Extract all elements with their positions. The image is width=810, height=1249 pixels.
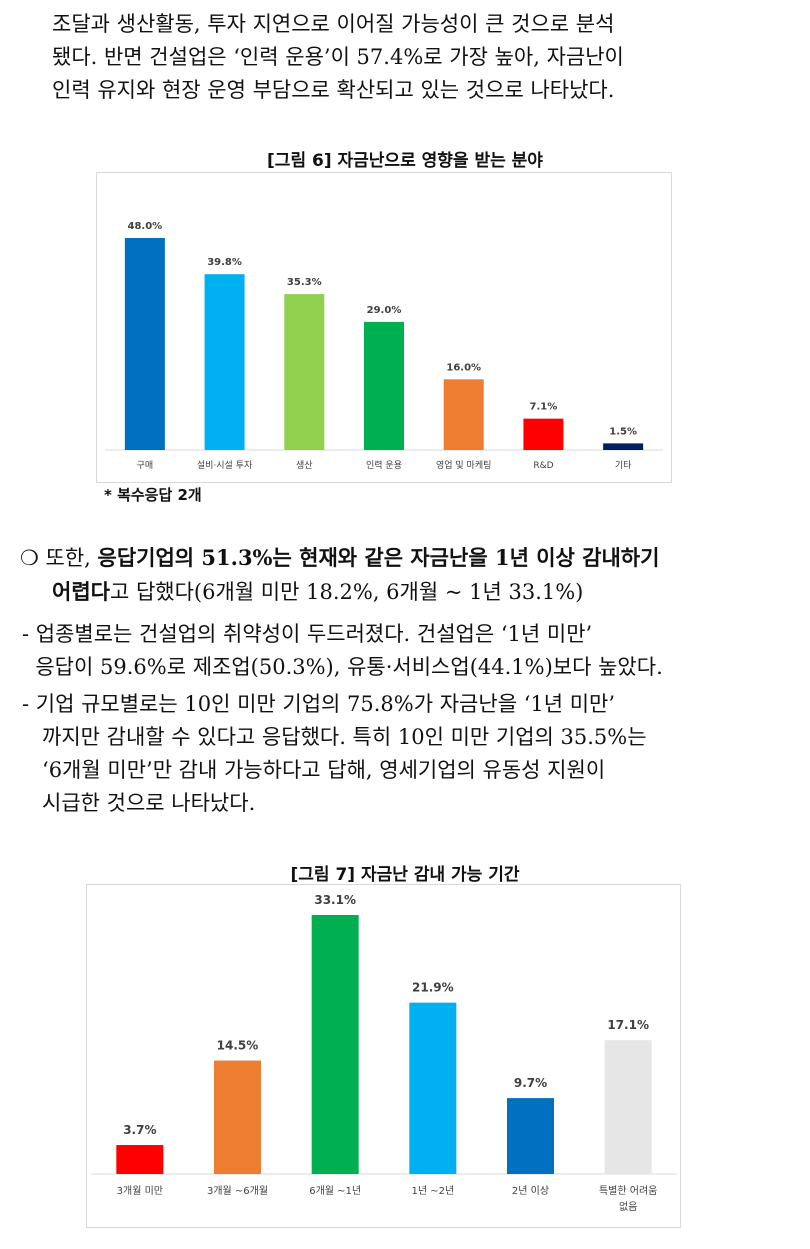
sub-line: 시급한 것으로 나타났다. — [22, 791, 256, 815]
data-label: 7.1% — [530, 402, 558, 413]
sub-line: - 업종별로는 건설업의 취약성이 두드러졌다. 건설업은 ‘1년 미만’ — [22, 622, 593, 646]
bar — [311, 915, 359, 1174]
figure6-svg: 48.0% 구매 39.8% 설비·시설 투자 35.3% 생산 29.0% 인력 운용 16.… — [105, 221, 663, 471]
bullet-line-1: ❍ 또한, 응답기업의 51.3%는 현재와 같은 자금난을 1년 이상 감내하… — [20, 541, 805, 575]
category-label: 3개월 미만 — [117, 1185, 163, 1197]
intro-line: 인력 유지와 현장 운영 부담으로 확산되고 있는 것으로 나타났다. — [52, 78, 615, 102]
intro-line: 됐다. 반면 건설업은 ‘인력 운용’이 57.4%로 가장 높아, 자금난이 — [52, 45, 624, 69]
data-label: 39.8% — [207, 257, 242, 268]
category-label: 특별한 어려움 — [599, 1185, 657, 1197]
figure7-caption: [그림 7] 자금난 감내 가능 기간 — [290, 865, 520, 885]
bullet-line2-rest: 고 답했다(6개월 미만 18.2%, 6개월 ~ 1년 33.1%) — [109, 580, 584, 604]
bullet-line2-bold: 어렵다 — [52, 579, 110, 604]
sub-paragraph-1: - 업종별로는 건설업의 취약성이 두드러졌다. 건설업은 ‘1년 미만’ 응답… — [22, 618, 807, 684]
category-label: 인력 운용 — [366, 459, 402, 471]
bar — [603, 443, 644, 450]
bar — [604, 1040, 652, 1174]
category-label: 없음 — [619, 1200, 637, 1213]
data-label: 17.1% — [607, 1018, 649, 1032]
data-label: 14.5% — [217, 1039, 259, 1053]
category-label: 생산 — [296, 460, 313, 471]
intro-line: 조달과 생산활동, 투자 지연으로 이어질 가능성이 큰 것으로 분석 — [52, 12, 615, 36]
category-label: 영업 및 마케팅 — [436, 459, 491, 471]
figure7-chart: 3.7% 3개월 미만 14.5% 3개월 ~6개월 33.1% 6개월 ~1년 21.9%… — [86, 884, 681, 1228]
data-label: 48.0% — [128, 221, 163, 232]
bullet-marker: ❍ — [20, 546, 39, 570]
figure6-chart: 48.0% 구매 39.8% 설비·시설 투자 35.3% 생산 29.0% 인력 운용 16.… — [96, 172, 672, 483]
category-label: 기타 — [615, 460, 632, 471]
category-label: 6개월 ~1년 — [309, 1185, 361, 1197]
category-label: R&D — [533, 461, 553, 471]
sub-line: ‘6개월 미만’만 감내 가능하다고 답해, 영세기업의 유동성 지원이 — [22, 758, 606, 782]
figure7-svg: 3.7% 3개월 미만 14.5% 3개월 ~6개월 33.1% 6개월 ~1년 21.9%… — [91, 893, 677, 1213]
bar — [523, 418, 564, 450]
data-label: 33.1% — [314, 893, 356, 907]
bar — [124, 238, 165, 450]
bar — [409, 1002, 457, 1174]
category-label: 3개월 ~6개월 — [207, 1185, 268, 1197]
bullet-paragraph: ❍ 또한, 응답기업의 51.3%는 현재와 같은 자금난을 1년 이상 감내하… — [20, 541, 805, 609]
bar — [116, 1145, 164, 1174]
data-label: 3.7% — [123, 1123, 156, 1137]
data-label: 29.0% — [367, 305, 402, 316]
sub-line: 응답이 59.6%로 제조업(50.3%), 유통·서비스업(44.1%)보다 … — [22, 655, 663, 679]
bar — [204, 274, 245, 450]
bar — [284, 294, 325, 450]
bar — [214, 1060, 261, 1174]
data-label: 21.9% — [412, 981, 454, 995]
sub-line: - 기업 규모별로는 10인 미만 기업의 75.8%가 자금난을 ‘1년 미만… — [22, 692, 616, 716]
bar — [507, 1098, 554, 1174]
category-label: 2년 이상 — [512, 1185, 549, 1197]
bar — [364, 321, 404, 450]
data-label: 35.3% — [287, 277, 322, 288]
data-label: 16.0% — [446, 362, 481, 373]
sub-line: 까지만 감내할 수 있다고 응답했다. 특히 10인 미만 기업의 35.5%는 — [22, 725, 647, 749]
category-label: 설비·시설 투자 — [197, 460, 253, 471]
data-label: 9.7% — [514, 1076, 547, 1090]
sub-paragraph-2: - 기업 규모별로는 10인 미만 기업의 75.8%가 자금난을 ‘1년 미만… — [22, 688, 807, 820]
figure6-caption: [그림 6] 자금난으로 영향을 받는 분야 — [267, 151, 543, 171]
figure6-note: * 복수응답 2개 — [104, 486, 202, 504]
category-label: 구매 — [137, 460, 154, 471]
category-label: 1년 ~2년 — [411, 1185, 454, 1197]
data-label: 1.5% — [609, 426, 637, 437]
intro-paragraph: 조달과 생산활동, 투자 지연으로 이어질 가능성이 큰 것으로 분석 됐다. … — [52, 8, 802, 107]
bar — [443, 379, 484, 450]
bullet-pre: 또한, — [38, 546, 98, 570]
bullet-bold: 응답기업의 51.3%는 현재와 같은 자금난을 1년 이상 감내하기 — [97, 545, 660, 570]
bullet-line-2: 어렵다고 답했다(6개월 미만 18.2%, 6개월 ~ 1년 33.1%) — [20, 575, 805, 609]
